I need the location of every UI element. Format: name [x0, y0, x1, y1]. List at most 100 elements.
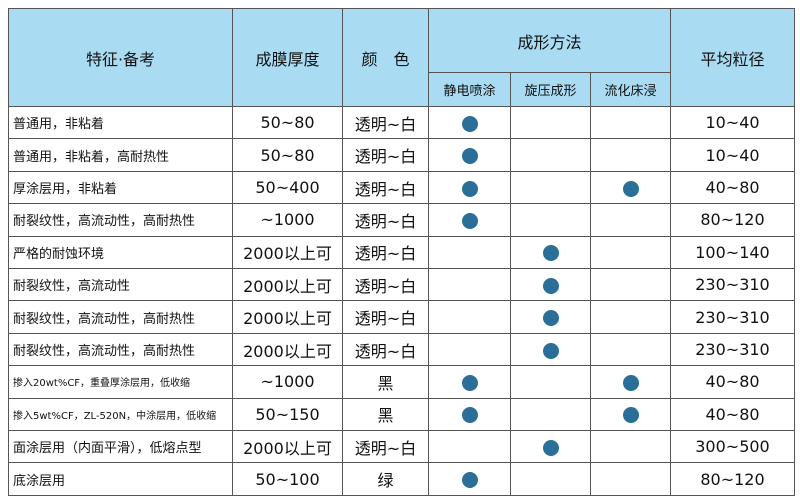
- thickness-cell: 2000以上可: [232, 268, 343, 302]
- thickness-cell: 2000以上可: [232, 235, 343, 270]
- thickness-cell: 50~80: [232, 138, 343, 172]
- table-row: 耐裂纹性，高流动性，高耐热性 2000以上可 透明~白 230~310: [8, 332, 795, 367]
- method-cell: [590, 365, 671, 399]
- size-cell: 300~500: [670, 430, 795, 464]
- feature-cell: 底涂层用: [8, 462, 233, 496]
- method-cell: [428, 397, 511, 432]
- method-cell: [428, 462, 511, 496]
- method-cell: [510, 105, 591, 140]
- size-cell: 100~140: [670, 235, 795, 270]
- feature-cell: 耐裂纹性，高流动性: [8, 268, 233, 302]
- table-row: 厚涂层用，非粘着 50~400 透明~白 40~80: [8, 170, 795, 205]
- thickness-cell: 50~80: [232, 105, 343, 140]
- header-cell: 成形方法: [428, 8, 671, 73]
- method-cell: [590, 430, 671, 464]
- method-cell: [590, 235, 671, 270]
- table-row: 普通用，非粘着 50~80 透明~白 10~40: [8, 105, 795, 140]
- method-cell: [590, 300, 671, 334]
- method-dot: [461, 180, 478, 197]
- thickness-cell: 50~400: [232, 170, 343, 205]
- header-cell: 静电喷涂: [428, 72, 511, 107]
- method-cell: [428, 138, 511, 172]
- method-cell: [428, 430, 511, 464]
- size-cell: 230~310: [670, 300, 795, 334]
- thickness-cell: 2000以上可: [232, 332, 343, 367]
- size-cell: 40~80: [670, 170, 795, 205]
- method-dot: [542, 277, 559, 294]
- thickness-cell: 50~100: [232, 462, 343, 496]
- method-cell: [428, 235, 511, 270]
- method-cell: [590, 138, 671, 172]
- header-cell: 成膜厚度: [232, 8, 343, 107]
- method-dot: [542, 439, 559, 456]
- feature-cell: 严格的耐蚀环境: [8, 235, 233, 270]
- method-dot: [461, 472, 478, 489]
- feature-cell: 厚涂层用，非粘着: [8, 170, 233, 205]
- method-cell: [428, 365, 511, 399]
- method-cell: [428, 105, 511, 140]
- method-cell: [510, 235, 591, 270]
- table-row: 掺入20wt%CF，重叠厚涂层用，低收缩 ~1000 黑 40~80: [8, 365, 795, 399]
- method-cell: [590, 332, 671, 367]
- color-cell: 透明~白: [342, 138, 429, 172]
- method-cell: [590, 105, 671, 140]
- color-cell: 透明~白: [342, 203, 429, 237]
- table-row: 耐裂纹性，高流动性，高耐热性 ~1000 透明~白 80~120: [8, 203, 795, 237]
- color-cell: 黑: [342, 397, 429, 432]
- color-cell: 透明~白: [342, 300, 429, 334]
- size-cell: 10~40: [670, 105, 795, 140]
- color-cell: 黑: [342, 365, 429, 399]
- size-cell: 80~120: [670, 462, 795, 496]
- header-cell: 颜 色: [342, 8, 429, 107]
- table-body: 普通用，非粘着 50~80 透明~白 10~40 普通用，非粘着，高耐热性 50~80 透明…: [8, 105, 795, 496]
- method-cell: [510, 462, 591, 496]
- thickness-cell: 2000以上可: [232, 300, 343, 334]
- color-cell: 透明~白: [342, 170, 429, 205]
- size-cell: 230~310: [670, 268, 795, 302]
- table-row: 底涂层用 50~100 绿 80~120: [8, 462, 795, 496]
- method-dot: [461, 115, 478, 132]
- method-cell: [590, 170, 671, 205]
- table-row: 严格的耐蚀环境 2000以上可 透明~白 100~140: [8, 235, 795, 270]
- method-cell: [510, 365, 591, 399]
- method-dot: [622, 180, 639, 197]
- feature-cell: 掺入5wt%CF，ZL-520N，中涂层用，低收缩: [8, 397, 233, 432]
- color-cell: 透明~白: [342, 105, 429, 140]
- method-cell: [510, 430, 591, 464]
- thickness-cell: 2000以上可: [232, 430, 343, 464]
- method-dot: [542, 342, 559, 359]
- method-dot: [461, 148, 478, 165]
- method-dot: [461, 212, 478, 229]
- feature-cell: 普通用，非粘着: [8, 105, 233, 140]
- feature-cell: 耐裂纹性，高流动性，高耐热性: [8, 332, 233, 367]
- feature-cell: 面涂层用（内面平滑），低熔点型: [8, 430, 233, 464]
- method-cell: [428, 332, 511, 367]
- method-cell: [510, 332, 591, 367]
- color-cell: 透明~白: [342, 332, 429, 367]
- header-cell: 旋压成形: [510, 72, 591, 107]
- table-row: 耐裂纹性，高流动性，高耐热性 2000以上可 透明~白 230~310: [8, 300, 795, 334]
- method-dot: [622, 407, 639, 424]
- method-dot: [622, 374, 639, 391]
- method-cell: [428, 268, 511, 302]
- method-dot: [542, 245, 559, 262]
- method-cell: [428, 203, 511, 237]
- feature-cell: 耐裂纹性，高流动性，高耐热性: [8, 203, 233, 237]
- size-cell: 10~40: [670, 138, 795, 172]
- method-cell: [510, 138, 591, 172]
- table-row: 耐裂纹性，高流动性 2000以上可 透明~白 230~310: [8, 268, 795, 302]
- size-cell: 40~80: [670, 365, 795, 399]
- method-cell: [510, 300, 591, 334]
- method-dot: [461, 374, 478, 391]
- thickness-cell: 50~150: [232, 397, 343, 432]
- thickness-cell: ~1000: [232, 365, 343, 399]
- feature-cell: 普通用，非粘着，高耐热性: [8, 138, 233, 172]
- thickness-cell: ~1000: [232, 203, 343, 237]
- header-cell: 流化床浸: [590, 72, 671, 107]
- method-cell: [590, 462, 671, 496]
- method-cell: [590, 268, 671, 302]
- header-cell: 特征·备考: [8, 8, 233, 107]
- method-cell: [510, 170, 591, 205]
- table-row: 掺入5wt%CF，ZL-520N，中涂层用，低收缩 50~150 黑 40~80: [8, 397, 795, 432]
